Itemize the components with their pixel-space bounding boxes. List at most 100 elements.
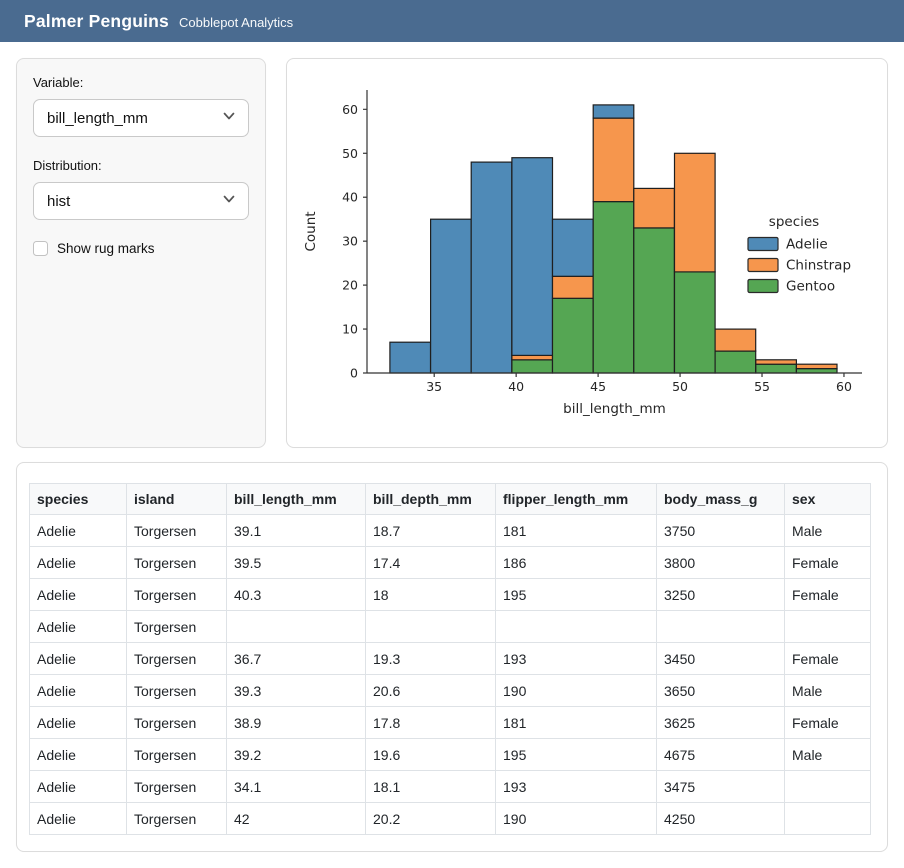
table-cell: Torgersen [126,642,227,675]
table-cell: 190 [495,674,657,707]
distribution-select[interactable]: hist [33,182,249,220]
table-cell: Adelie [29,802,127,835]
svg-text:bill_length_mm: bill_length_mm [563,401,666,417]
table-cell: 195 [495,578,657,611]
variable-select[interactable]: bill_length_mm [33,99,249,137]
app-title: Palmer Penguins [24,10,169,31]
table-cell: Adelie [29,674,127,707]
table-cell: 38.9 [226,706,366,739]
table-cell: Female [784,546,871,579]
svg-text:50: 50 [672,379,688,394]
app-subtitle: Cobblepot Analytics [179,14,294,30]
rug-checkbox-row: Show rug marks [33,241,249,256]
table-row: Adelie Torgersen 40.3 18 195 3250 Female [29,578,871,611]
table-cell: 34.1 [226,770,366,803]
table-cell: 17.8 [365,706,496,739]
svg-text:20: 20 [342,278,358,293]
table-cell: 39.5 [226,546,366,579]
table-cell: Adelie [29,514,127,547]
table-cell: 193 [495,770,657,803]
rug-checkbox-label: Show rug marks [57,241,155,256]
table-cell: 3250 [656,578,785,611]
table-cell: Male [784,738,871,771]
table-row: Adelie Torgersen 39.3 20.6 190 3650 Male [29,674,871,707]
svg-text:30: 30 [342,234,358,249]
svg-text:60: 60 [836,379,852,394]
table-cell: 18 [365,578,496,611]
main-content: Variable: bill_length_mm Distribution: h… [0,42,904,868]
table-cell: 39.1 [226,514,366,547]
table-cell: 39.2 [226,738,366,771]
table-cell: 20.6 [365,674,496,707]
distribution-label: Distribution: [33,158,102,173]
table-cell: 193 [495,642,657,675]
table-cell: Adelie [29,642,127,675]
svg-text:55: 55 [754,379,770,394]
svg-text:35: 35 [426,379,442,394]
chevron-down-icon [222,109,236,128]
table-cell [656,610,785,643]
table-cell: Torgersen [126,802,227,835]
table-cell: 19.6 [365,738,496,771]
table-cell: 181 [495,706,657,739]
svg-text:Gentoo: Gentoo [786,279,835,295]
table-cell: Adelie [29,578,127,611]
column-header: species [29,483,127,515]
table-cell: Torgersen [126,738,227,771]
table-row: Adelie Torgersen 38.9 17.8 181 3625 Female [29,706,871,739]
table-row: Adelie Torgersen 39.1 18.7 181 3750 Male [29,514,871,547]
table-cell: Adelie [29,770,127,803]
table-cell: 3650 [656,674,785,707]
table-cell: Male [784,674,871,707]
table-cell: 36.7 [226,642,366,675]
table-cell: 3750 [656,514,785,547]
chevron-down-icon [222,192,236,211]
table-cell: 20.2 [365,802,496,835]
table-cell: Torgersen [126,578,227,611]
svg-text:40: 40 [342,190,358,205]
table-cell: 3450 [656,642,785,675]
distribution-select-value: hist [47,192,71,210]
header-bar: Palmer Penguins Cobblepot Analytics [0,0,904,42]
table-cell: Adelie [29,738,127,771]
svg-text:45: 45 [590,379,606,394]
table-cell: 18.1 [365,770,496,803]
svg-text:50: 50 [342,146,358,161]
table-cell: Torgersen [126,674,227,707]
table-cell: 3800 [656,546,785,579]
svg-text:Chinstrap: Chinstrap [786,258,851,274]
svg-text:60: 60 [342,102,358,117]
svg-text:Adelie: Adelie [786,237,828,253]
svg-text:0: 0 [350,366,358,381]
histogram-chart: 35 40 45 50 55 60 0 10 20 30 40 50 60 bill_length_mm C… [303,90,862,417]
table-cell: 39.3 [226,674,366,707]
table-cell: Female [784,706,871,739]
table-cell: Male [784,514,871,547]
top-row: Variable: bill_length_mm Distribution: h… [16,58,888,448]
chart-card: 35 40 45 50 55 60 0 10 20 30 40 50 60 bill_length_mm C… [286,58,888,448]
table-row: Adelie Torgersen 39.2 19.6 195 4675 Male [29,738,871,771]
table-cell: Torgersen [126,706,227,739]
table-row: Adelie Torgersen 42 20.2 190 4250 [29,802,871,835]
table-row: Adelie Torgersen 39.5 17.4 186 3800 Female [29,546,871,579]
column-header: flipper_length_mm [495,483,657,515]
variable-label: Variable: [33,75,84,90]
sidebar-card: Variable: bill_length_mm Distribution: h… [16,58,266,448]
rug-checkbox[interactable] [33,241,48,256]
svg-text:10: 10 [342,322,358,337]
table-row: Adelie Torgersen [29,610,871,643]
table-cell: Adelie [29,706,127,739]
svg-text:40: 40 [508,379,524,394]
table-cell: 195 [495,738,657,771]
table-cell [784,802,871,835]
table-cell [784,770,871,803]
table-cell: 181 [495,514,657,547]
svg-text:Count: Count [303,211,319,251]
column-header: body_mass_g [656,483,785,515]
svg-text:species: species [769,214,819,230]
table-cell: Female [784,642,871,675]
data-table: species island bill_length_mm bill_depth_mm… [29,483,871,835]
table-cell: 4250 [656,802,785,835]
table-cell: 40.3 [226,578,366,611]
table-cell [365,610,496,643]
